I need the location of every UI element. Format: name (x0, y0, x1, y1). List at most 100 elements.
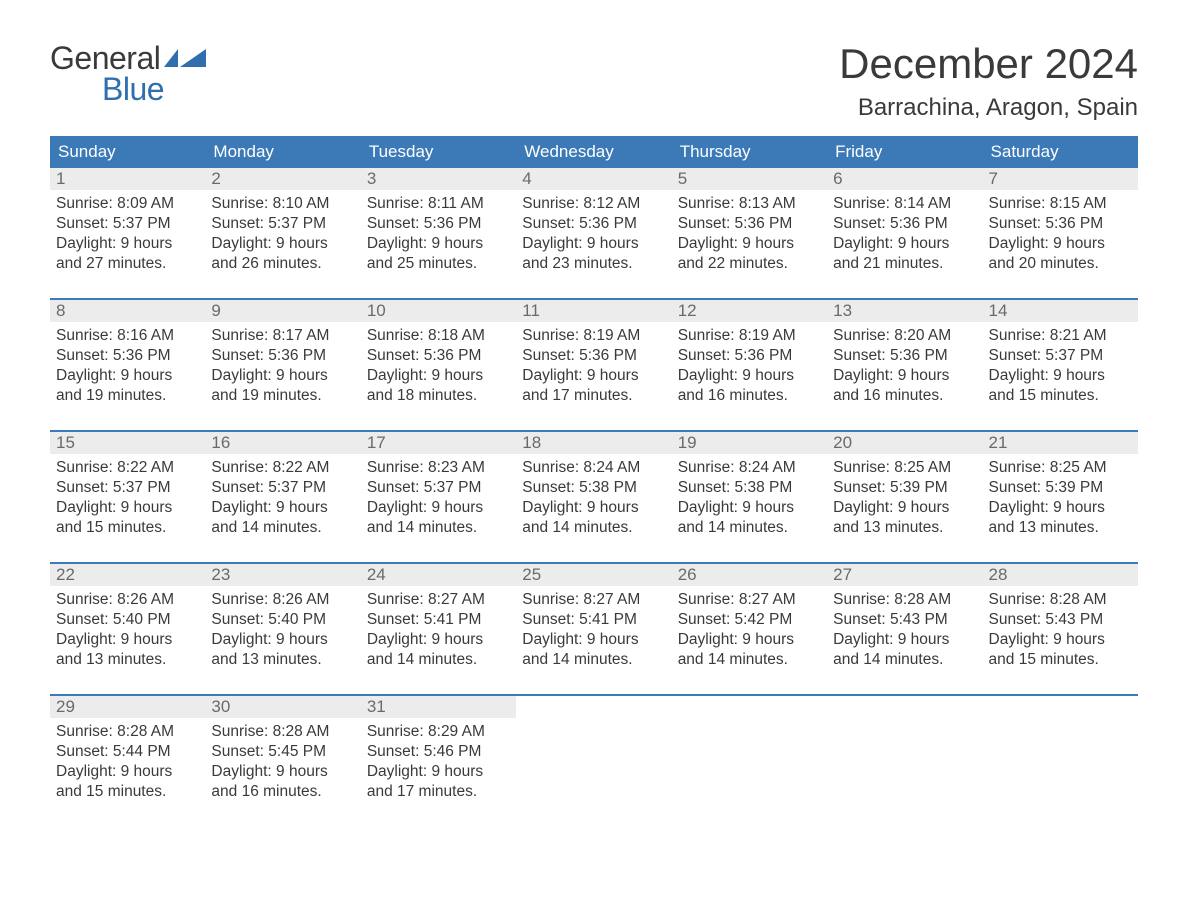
sunrise-line: Sunrise: 8:19 AM (678, 326, 821, 346)
calendar-day: 16Sunrise: 8:22 AMSunset: 5:37 PMDayligh… (205, 432, 360, 550)
sunrise-line: Sunrise: 8:14 AM (833, 194, 976, 214)
daylight-line: Daylight: 9 hours and 14 minutes. (211, 498, 354, 538)
calendar-day: 22Sunrise: 8:26 AMSunset: 5:40 PMDayligh… (50, 564, 205, 682)
sunrise-line: Sunrise: 8:20 AM (833, 326, 976, 346)
daylight-line: Daylight: 9 hours and 14 minutes. (678, 498, 821, 538)
day-body: Sunrise: 8:27 AMSunset: 5:41 PMDaylight:… (361, 586, 516, 679)
flag-icon (164, 49, 206, 74)
daylight-line: Daylight: 9 hours and 17 minutes. (367, 762, 510, 802)
calendar-week: 22Sunrise: 8:26 AMSunset: 5:40 PMDayligh… (50, 562, 1138, 682)
sunrise-line: Sunrise: 8:13 AM (678, 194, 821, 214)
day-number: 17 (361, 432, 516, 454)
daylight-line: Daylight: 9 hours and 21 minutes. (833, 234, 976, 274)
day-number: 10 (361, 300, 516, 322)
calendar-day: 1Sunrise: 8:09 AMSunset: 5:37 PMDaylight… (50, 168, 205, 286)
sunrise-line: Sunrise: 8:28 AM (989, 590, 1132, 610)
day-body: Sunrise: 8:24 AMSunset: 5:38 PMDaylight:… (516, 454, 671, 547)
daylight-line: Daylight: 9 hours and 20 minutes. (989, 234, 1132, 274)
location-text: Barrachina, Aragon, Spain (839, 94, 1138, 122)
calendar-day: 11Sunrise: 8:19 AMSunset: 5:36 PMDayligh… (516, 300, 671, 418)
day-number: 6 (827, 168, 982, 190)
weekday-header: Tuesday (361, 136, 516, 168)
sunset-line: Sunset: 5:45 PM (211, 742, 354, 762)
sunrise-line: Sunrise: 8:29 AM (367, 722, 510, 742)
calendar-day: 10Sunrise: 8:18 AMSunset: 5:36 PMDayligh… (361, 300, 516, 418)
sunrise-line: Sunrise: 8:23 AM (367, 458, 510, 478)
daylight-line: Daylight: 9 hours and 15 minutes. (989, 366, 1132, 406)
day-body: Sunrise: 8:20 AMSunset: 5:36 PMDaylight:… (827, 322, 982, 415)
daylight-line: Daylight: 9 hours and 16 minutes. (678, 366, 821, 406)
day-body: Sunrise: 8:22 AMSunset: 5:37 PMDaylight:… (50, 454, 205, 547)
sunset-line: Sunset: 5:36 PM (833, 346, 976, 366)
sunset-line: Sunset: 5:44 PM (56, 742, 199, 762)
daylight-line: Daylight: 9 hours and 14 minutes. (678, 630, 821, 670)
daylight-line: Daylight: 9 hours and 14 minutes. (367, 498, 510, 538)
sunrise-line: Sunrise: 8:12 AM (522, 194, 665, 214)
daylight-line: Daylight: 9 hours and 23 minutes. (522, 234, 665, 274)
day-number: 8 (50, 300, 205, 322)
calendar-day: 15Sunrise: 8:22 AMSunset: 5:37 PMDayligh… (50, 432, 205, 550)
sunset-line: Sunset: 5:37 PM (367, 478, 510, 498)
day-number: 22 (50, 564, 205, 586)
day-number: 1 (50, 168, 205, 190)
weekday-header: Saturday (983, 136, 1138, 168)
daylight-line: Daylight: 9 hours and 16 minutes. (833, 366, 976, 406)
weekday-header: Wednesday (516, 136, 671, 168)
day-number: 7 (983, 168, 1138, 190)
calendar-day: 8Sunrise: 8:16 AMSunset: 5:36 PMDaylight… (50, 300, 205, 418)
day-body: Sunrise: 8:12 AMSunset: 5:36 PMDaylight:… (516, 190, 671, 283)
sunset-line: Sunset: 5:36 PM (833, 214, 976, 234)
calendar-day: 26Sunrise: 8:27 AMSunset: 5:42 PMDayligh… (672, 564, 827, 682)
sunrise-line: Sunrise: 8:27 AM (678, 590, 821, 610)
day-body: Sunrise: 8:29 AMSunset: 5:46 PMDaylight:… (361, 718, 516, 811)
sunrise-line: Sunrise: 8:28 AM (211, 722, 354, 742)
weekday-header-row: Sunday Monday Tuesday Wednesday Thursday… (50, 136, 1138, 168)
day-number: 16 (205, 432, 360, 454)
sunrise-line: Sunrise: 8:22 AM (56, 458, 199, 478)
sunset-line: Sunset: 5:37 PM (56, 478, 199, 498)
sunrise-line: Sunrise: 8:17 AM (211, 326, 354, 346)
day-number: 31 (361, 696, 516, 718)
daylight-line: Daylight: 9 hours and 27 minutes. (56, 234, 199, 274)
sunset-line: Sunset: 5:37 PM (211, 214, 354, 234)
page-title: December 2024 (839, 40, 1138, 88)
calendar-day: 23Sunrise: 8:26 AMSunset: 5:40 PMDayligh… (205, 564, 360, 682)
daylight-line: Daylight: 9 hours and 15 minutes. (989, 630, 1132, 670)
day-number: 27 (827, 564, 982, 586)
calendar-week: 8Sunrise: 8:16 AMSunset: 5:36 PMDaylight… (50, 298, 1138, 418)
calendar-day: 31Sunrise: 8:29 AMSunset: 5:46 PMDayligh… (361, 696, 516, 814)
sunset-line: Sunset: 5:36 PM (522, 214, 665, 234)
sunset-line: Sunset: 5:36 PM (678, 346, 821, 366)
sunrise-line: Sunrise: 8:27 AM (367, 590, 510, 610)
logo: General Blue (50, 40, 206, 108)
calendar-day: 2Sunrise: 8:10 AMSunset: 5:37 PMDaylight… (205, 168, 360, 286)
sunset-line: Sunset: 5:42 PM (678, 610, 821, 630)
sunset-line: Sunset: 5:39 PM (989, 478, 1132, 498)
calendar-day: 20Sunrise: 8:25 AMSunset: 5:39 PMDayligh… (827, 432, 982, 550)
sunrise-line: Sunrise: 8:28 AM (833, 590, 976, 610)
calendar-day: 29Sunrise: 8:28 AMSunset: 5:44 PMDayligh… (50, 696, 205, 814)
daylight-line: Daylight: 9 hours and 14 minutes. (522, 498, 665, 538)
calendar-week: 15Sunrise: 8:22 AMSunset: 5:37 PMDayligh… (50, 430, 1138, 550)
day-number: 24 (361, 564, 516, 586)
day-number: 30 (205, 696, 360, 718)
weekday-header: Friday (827, 136, 982, 168)
sunset-line: Sunset: 5:36 PM (367, 214, 510, 234)
sunrise-line: Sunrise: 8:11 AM (367, 194, 510, 214)
calendar-day: 19Sunrise: 8:24 AMSunset: 5:38 PMDayligh… (672, 432, 827, 550)
calendar-day: 12Sunrise: 8:19 AMSunset: 5:36 PMDayligh… (672, 300, 827, 418)
daylight-line: Daylight: 9 hours and 13 minutes. (211, 630, 354, 670)
day-number: 4 (516, 168, 671, 190)
day-number: 20 (827, 432, 982, 454)
sunset-line: Sunset: 5:36 PM (211, 346, 354, 366)
logo-text-blue: Blue (102, 71, 164, 108)
calendar-day: 25Sunrise: 8:27 AMSunset: 5:41 PMDayligh… (516, 564, 671, 682)
sunrise-line: Sunrise: 8:10 AM (211, 194, 354, 214)
sunrise-line: Sunrise: 8:24 AM (678, 458, 821, 478)
day-body: Sunrise: 8:16 AMSunset: 5:36 PMDaylight:… (50, 322, 205, 415)
daylight-line: Daylight: 9 hours and 26 minutes. (211, 234, 354, 274)
day-number: 5 (672, 168, 827, 190)
day-body: Sunrise: 8:17 AMSunset: 5:36 PMDaylight:… (205, 322, 360, 415)
calendar-week: 1Sunrise: 8:09 AMSunset: 5:37 PMDaylight… (50, 168, 1138, 286)
calendar-day: 17 Sunrise: 8:23 AMSunset: 5:37 PMDayligh… (361, 432, 516, 550)
